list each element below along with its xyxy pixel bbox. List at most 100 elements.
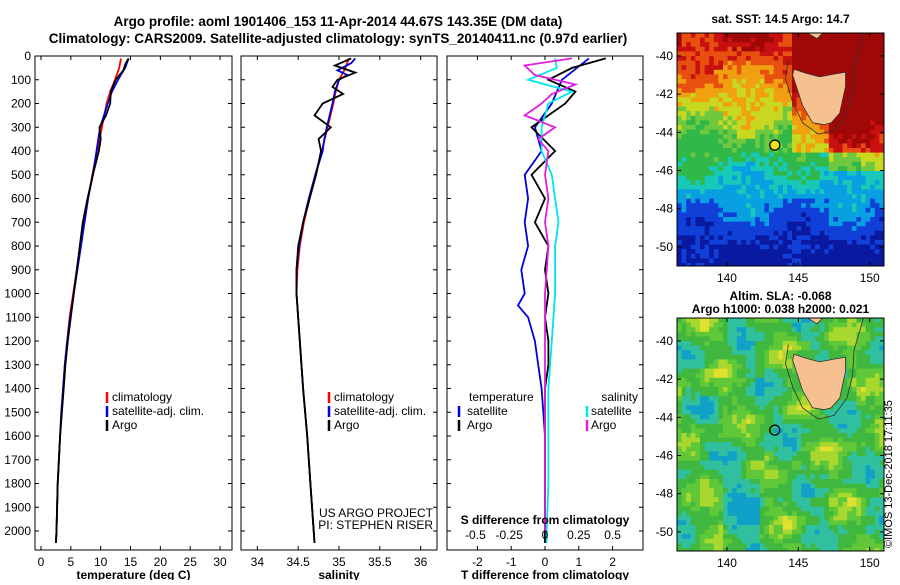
legend-label-satellite-adj-clim-: satellite-adj. clim.: [112, 404, 204, 418]
s-difference-tick-label: 0: [542, 528, 549, 542]
s-difference-tick-label: -0.25: [496, 528, 524, 542]
temperature-x-tick-label: 15: [124, 555, 138, 569]
depth-tick-label: 500: [11, 168, 31, 182]
s-difference-axis-label: S difference from climatology: [461, 513, 630, 527]
salinity-x-tick-label: 36: [414, 555, 428, 569]
shelf-contour: [785, 33, 864, 135]
mainland-landmass: [776, 33, 824, 40]
sla-map-cells: [677, 318, 884, 551]
depth-tick-label: 1100: [5, 310, 31, 324]
temperature-axes-frame: [34, 55, 233, 551]
depth-tick-label: 1300: [4, 358, 31, 372]
longitude-tick-label: 140: [717, 556, 737, 570]
sla-map-title: Altim. SLA: -0.068: [729, 289, 831, 303]
difference-x-axis-label: T difference from climatology: [461, 568, 629, 580]
depth-tick-label: 1600: [4, 429, 31, 443]
latitude-tick-label: -42: [656, 87, 674, 101]
salinity-x-tick-label: 34.5: [286, 555, 310, 569]
latitude-tick-label: -44: [656, 125, 674, 139]
figure-title-line1: Argo profile: aoml 1901406_153 11-Apr-20…: [114, 14, 563, 29]
depth-tick-label: 200: [11, 97, 31, 111]
depth-tick-label: 300: [11, 120, 31, 134]
latitude-tick-label: -50: [656, 240, 674, 254]
depth-tick-label: 1200: [4, 334, 31, 348]
depth-tick-label: 1400: [4, 382, 31, 396]
legend-label-s-satellite: satellite: [591, 404, 632, 418]
depth-tick-label: 1500: [4, 405, 31, 419]
longitude-tick-label: 150: [860, 271, 880, 285]
latitude-tick-label: -46: [656, 164, 674, 178]
latitude-tick-label: -42: [656, 372, 674, 386]
legend-label-climatology: climatology: [112, 390, 172, 404]
difference-series-s-argo: [522, 57, 579, 531]
difference-series-t-satellite: [516, 57, 590, 543]
depth-tick-label: 900: [11, 263, 31, 277]
mainland-landmass: [776, 318, 824, 325]
temperature-x-axis-label: temperature (deg C): [76, 568, 190, 580]
s-difference-tick-label: 0.25: [567, 528, 591, 542]
legend-label-s-Argo: Argo: [591, 418, 617, 432]
temperature-series-satellite-adj-clim-: [55, 58, 130, 543]
sla-map-frame: [676, 317, 885, 552]
difference-x-tick-label: 2: [609, 555, 616, 569]
depth-tick-label: 700: [11, 215, 31, 229]
legend-label-t-satellite: satellite: [467, 404, 508, 418]
depth-tick-label: 2000: [4, 524, 31, 538]
sst-map-frame: [676, 32, 885, 267]
tasmania-landmass: [792, 353, 846, 411]
sst-map: -40 -42 -44 -46 -48 -50 140 145 150 sat. SST: 14.…: [656, 12, 885, 285]
imos-stamp: ©IMOS 13-Dec-2018 17:11:35: [883, 400, 895, 548]
shelf-contour: [785, 318, 864, 420]
figure-title-line2: Climatology: CARS2009. Satellite-adjuste…: [49, 31, 627, 46]
sla-map: -40 -42 -44 -46 -48 -50 140 145 150 Altim. SLA: -…: [656, 289, 885, 570]
temperature-x-tick-label: 25: [184, 555, 198, 569]
project-annotation: US ARGO PROJECT: [319, 506, 434, 520]
s-difference-tick-label: -0.5: [465, 528, 486, 542]
temperature-x-tick-label: 0: [38, 555, 45, 569]
sla-map-subtitle: Argo h1000: 0.038 h2000: 0.021: [692, 302, 870, 316]
salinity-panel: 34 34.5 35 35.5 36 salinity climatologysatelli…: [240, 55, 438, 582]
temperature-x-tick-label: 10: [94, 555, 108, 569]
salinity-axes-frame: [240, 55, 438, 551]
temperature-x-tick-label: 20: [154, 555, 168, 569]
longitude-tick-label: 140: [717, 271, 737, 285]
salinity-x-axis-label: salinity: [318, 568, 360, 580]
difference-x-tick-label: -1: [506, 555, 517, 569]
latitude-tick-label: -48: [656, 487, 674, 501]
legend-label-satellite-adj-clim-: satellite-adj. clim.: [334, 404, 426, 418]
difference-x-tick-label: 0: [542, 555, 549, 569]
sst-map-title: sat. SST: 14.5 Argo: 14.7: [711, 12, 850, 26]
temperature-x-tick-label: 30: [213, 555, 227, 569]
depth-tick-label: 400: [11, 144, 31, 158]
latitude-tick-label: -50: [656, 525, 674, 539]
salinity-x-tick-label: 35.5: [368, 555, 392, 569]
legend-label-t-Argo: Argo: [467, 418, 493, 432]
legend-label-argo: Argo: [334, 418, 360, 432]
temperature-series-argo: [55, 57, 130, 543]
salinity-series-climatology: [295, 58, 350, 543]
longitude-tick-label: 145: [788, 556, 808, 570]
latitude-tick-label: -46: [656, 449, 674, 463]
latitude-tick-label: -40: [656, 49, 674, 63]
argo-location-marker: [769, 139, 781, 151]
latitude-tick-label: -40: [656, 334, 674, 348]
sst-map-cells: [677, 33, 884, 266]
temperature-series-climatology: [55, 58, 122, 543]
legend-label-argo: Argo: [112, 418, 138, 432]
longitude-tick-label: 145: [788, 271, 808, 285]
depth-tick-label: 1700: [4, 453, 31, 467]
latitude-tick-label: -44: [656, 410, 674, 424]
depth-tick-label: 1000: [4, 287, 31, 301]
argo-location-marker: [769, 424, 781, 436]
legend-title-salinity: salinity: [601, 390, 638, 404]
difference-series-t-argo: [530, 57, 607, 543]
depth-tick-label: 1800: [4, 477, 31, 491]
latitude-tick-label: -48: [656, 202, 674, 216]
temperature-panel: 0100200300400500600700800900100011001200…: [4, 49, 233, 582]
salinity-x-tick-label: 35: [332, 555, 346, 569]
depth-tick-label: 800: [11, 239, 31, 253]
depth-tick-label: 1900: [4, 500, 31, 514]
depth-tick-label: 600: [11, 192, 31, 206]
legend-label-climatology: climatology: [334, 390, 394, 404]
